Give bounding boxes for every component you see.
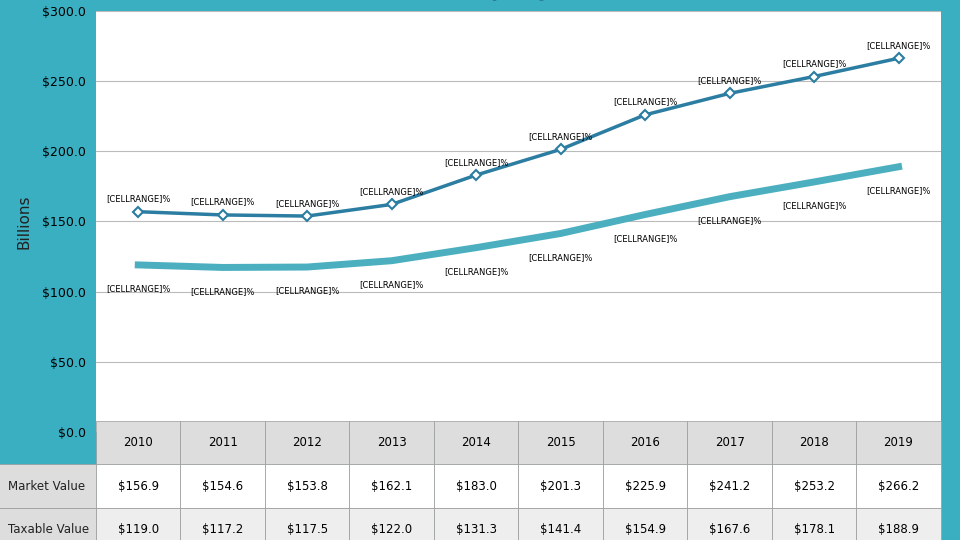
Text: [CELLRANGE]%: [CELLRANGE]% bbox=[781, 201, 847, 211]
Text: [CELLRANGE]%: [CELLRANGE]% bbox=[106, 285, 171, 293]
Text: [CELLRANGE]%: [CELLRANGE]% bbox=[444, 158, 509, 167]
Text: [CELLRANGE]%: [CELLRANGE]% bbox=[781, 59, 847, 68]
Text: [CELLRANGE]%: [CELLRANGE]% bbox=[190, 198, 255, 207]
Text: [CELLRANGE]%: [CELLRANGE]% bbox=[612, 98, 678, 106]
Text: [CELLRANGE]%: [CELLRANGE]% bbox=[190, 287, 255, 296]
Text: [CELLRANGE]%: [CELLRANGE]% bbox=[528, 132, 593, 141]
Title: % Annual Change in Market and Taxable
Values
All Real Property 2010-2019: % Annual Change in Market and Taxable Va… bbox=[298, 0, 739, 1]
Text: [CELLRANGE]%: [CELLRANGE]% bbox=[866, 186, 931, 195]
Text: [CELLRANGE]%: [CELLRANGE]% bbox=[697, 76, 762, 85]
Y-axis label: Billions: Billions bbox=[16, 194, 32, 248]
Text: [CELLRANGE]%: [CELLRANGE]% bbox=[612, 234, 678, 243]
Text: [CELLRANGE]%: [CELLRANGE]% bbox=[697, 216, 762, 225]
Text: [CELLRANGE]%: [CELLRANGE]% bbox=[444, 267, 509, 276]
Text: [CELLRANGE]%: [CELLRANGE]% bbox=[359, 187, 424, 196]
Text: [CELLRANGE]%: [CELLRANGE]% bbox=[359, 280, 424, 289]
Text: [CELLRANGE]%: [CELLRANGE]% bbox=[275, 287, 340, 295]
Text: [CELLRANGE]%: [CELLRANGE]% bbox=[275, 199, 340, 208]
Text: [CELLRANGE]%: [CELLRANGE]% bbox=[866, 41, 931, 50]
Text: [CELLRANGE]%: [CELLRANGE]% bbox=[528, 253, 593, 262]
Text: [CELLRANGE]%: [CELLRANGE]% bbox=[106, 194, 171, 204]
